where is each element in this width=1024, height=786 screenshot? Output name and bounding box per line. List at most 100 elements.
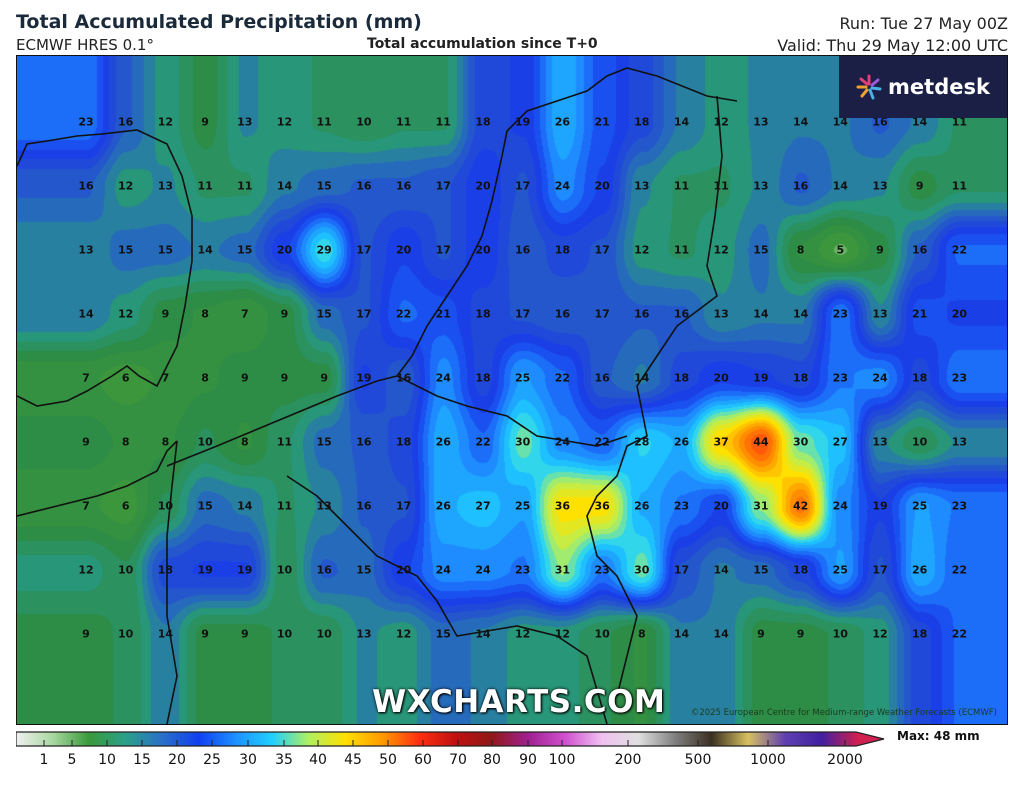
colorbar-tick-label: 80 [483, 752, 501, 768]
grid-value: 10 [832, 627, 848, 641]
grid-value: 10 [118, 627, 134, 641]
grid-value: 24 [435, 371, 451, 385]
grid-value: 16 [872, 115, 888, 129]
map-subtitle: Total accumulation since T+0 [367, 36, 598, 52]
grid-value: 20 [713, 371, 729, 385]
grid-value: 8 [161, 435, 170, 449]
grid-value: 15 [316, 307, 332, 321]
grid-value: 14 [792, 307, 809, 321]
colorbar-tick-label: 500 [684, 752, 712, 768]
grid-value: 15 [753, 243, 769, 257]
grid-value: 8 [637, 627, 646, 641]
coastline-netherlands [396, 67, 738, 377]
grid-value: 16 [118, 115, 134, 129]
grid-value: 9 [82, 627, 90, 641]
grid-value: 13 [753, 115, 769, 129]
grid-value: 14 [237, 499, 253, 513]
grid-value: 23 [951, 371, 968, 385]
grid-value: 14 [276, 179, 293, 193]
grid-value: 19 [872, 499, 888, 513]
copyright-notice: ©2025 European Centre for Medium-range W… [690, 708, 997, 718]
grid-value: 18 [395, 435, 412, 449]
grid-value: 14 [792, 115, 809, 129]
grid-value: 18 [792, 563, 809, 577]
grid-value: 12 [515, 627, 531, 641]
grid-value: 16 [395, 371, 412, 385]
grid-value: 9 [240, 371, 249, 385]
grid-value: 15 [197, 499, 213, 513]
grid-value: 8 [121, 435, 130, 449]
grid-value: 22 [594, 435, 610, 449]
grid-value: 26 [912, 563, 928, 577]
grid-value: 31 [554, 563, 571, 577]
grid-value: 36 [594, 499, 610, 513]
grid-value: 13 [634, 179, 650, 193]
grid-value: 17 [594, 243, 610, 257]
grid-value: 26 [673, 435, 690, 449]
grid-value: 23 [515, 563, 531, 577]
grid-value: 27 [832, 435, 848, 449]
grid-value: 18 [634, 115, 650, 129]
grid-value: 16 [356, 179, 372, 193]
grid-value: 17 [435, 243, 451, 257]
grid-value: 16 [78, 179, 94, 193]
grid-value: 13 [356, 627, 372, 641]
grid-value: 16 [594, 371, 610, 385]
grid-value: 13 [753, 179, 769, 193]
grid-value: 21 [435, 307, 451, 321]
grid-value: 18 [673, 371, 690, 385]
grid-value: 23 [673, 499, 690, 513]
grid-value: 25 [515, 499, 531, 513]
grid-value: 13 [951, 435, 968, 449]
run-time: Run: Tue 27 May 00Z [839, 14, 1009, 33]
grid-value: 10 [356, 115, 372, 129]
grid-value: 11 [197, 179, 213, 193]
grid-value: 16 [395, 179, 412, 193]
grid-value: 30 [634, 563, 650, 577]
grid-value: 12 [118, 307, 134, 321]
grid-value: 14 [197, 243, 213, 257]
grid-value: 16 [673, 307, 690, 321]
metdesk-logo: metdesk [839, 56, 1007, 118]
grid-value: 22 [951, 627, 968, 641]
colorbar-tick-label: 60 [414, 752, 432, 768]
grid-value: 13 [872, 435, 888, 449]
grid-value: 26 [435, 499, 451, 513]
grid-value: 19 [515, 115, 531, 129]
grid-value: 15 [157, 243, 174, 257]
grid-value: 9 [240, 627, 249, 641]
grid-value: 17 [515, 307, 531, 321]
grid-value: 6 [121, 371, 130, 385]
grid-value: 11 [395, 115, 412, 129]
grid-value: 25 [912, 499, 928, 513]
grid-value: 23 [951, 499, 968, 513]
grid-value: 7 [82, 499, 90, 513]
grid-value: 9 [280, 307, 289, 321]
grid-value: 36 [554, 499, 571, 513]
metdesk-starburst-icon [856, 74, 882, 100]
grid-value: 15 [118, 243, 134, 257]
grid-value: 14 [673, 627, 690, 641]
grid-value: 16 [792, 179, 809, 193]
grid-value: 24 [872, 371, 888, 385]
grid-value: 8 [201, 307, 209, 321]
grid-value: 18 [157, 563, 174, 577]
grid-value: 17 [673, 563, 690, 577]
coastline-france-belgium [166, 375, 398, 467]
grid-value: 11 [237, 179, 253, 193]
grid-value: 31 [753, 499, 769, 513]
grid-value: 24 [554, 179, 571, 193]
grid-value: 14 [157, 627, 174, 641]
grid-value: 9 [320, 371, 329, 385]
grid-value: 8 [240, 435, 249, 449]
grid-value: 22 [951, 243, 968, 257]
grid-value: 23 [78, 115, 94, 129]
grid-value: 16 [356, 499, 372, 513]
grid-value: 11 [951, 179, 968, 193]
grid-value: 20 [395, 243, 412, 257]
grid-value: 14 [475, 627, 491, 641]
grid-value: 21 [594, 115, 610, 129]
grid-value: 24 [435, 563, 451, 577]
grid-value: 17 [515, 179, 531, 193]
grid-value: 7 [240, 307, 249, 321]
